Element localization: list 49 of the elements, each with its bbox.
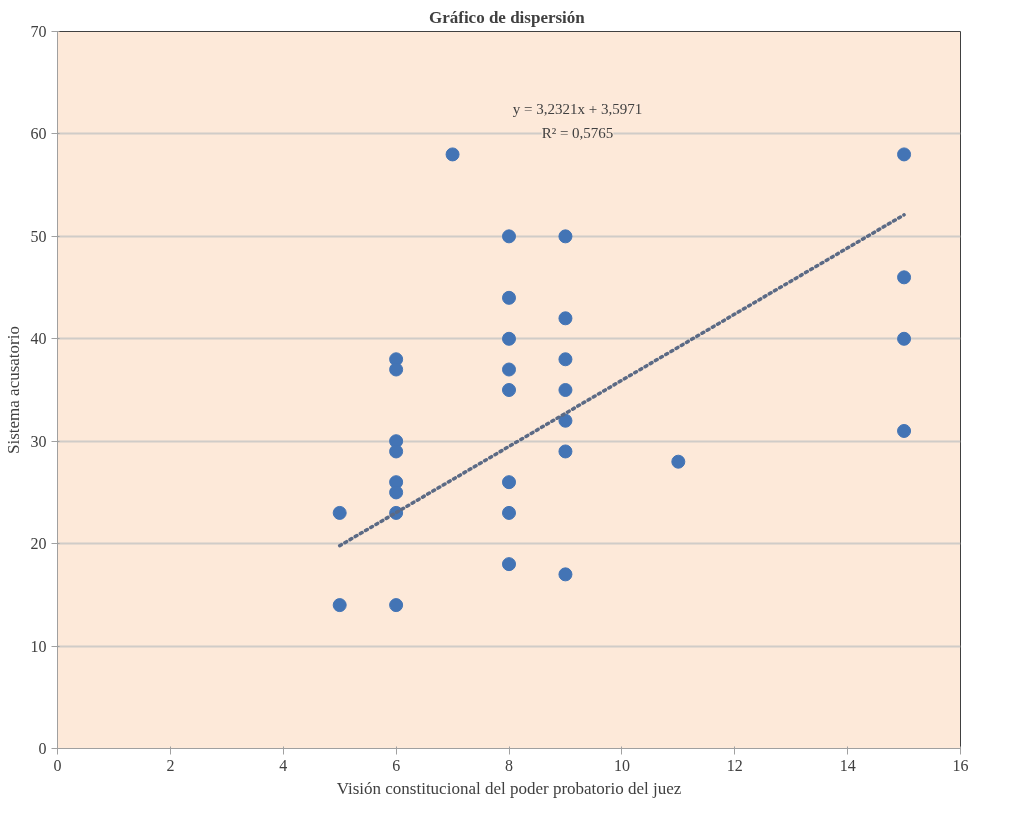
y-tick-label: 40 bbox=[30, 330, 47, 348]
point bbox=[897, 147, 912, 162]
y-tick-label: 50 bbox=[30, 227, 47, 245]
annotation: R² = 0,5765 bbox=[541, 124, 614, 141]
x-tick-label: 0 bbox=[53, 756, 62, 774]
point bbox=[502, 229, 516, 244]
y-tick-label: 20 bbox=[30, 535, 47, 553]
x-tick-label: 16 bbox=[952, 756, 969, 774]
point bbox=[389, 485, 404, 500]
point bbox=[445, 147, 460, 162]
y-tick-label: 70 bbox=[30, 23, 47, 40]
x-tick-label: 8 bbox=[505, 756, 513, 774]
point bbox=[389, 598, 404, 613]
y-tick-label: 60 bbox=[30, 125, 47, 143]
x-axis-title: Visión constitucional del poder probatorio del juez bbox=[336, 778, 682, 798]
point bbox=[897, 331, 912, 346]
point bbox=[332, 598, 347, 613]
point bbox=[558, 567, 573, 582]
x-tick-label: 2 bbox=[166, 756, 175, 774]
y-tick-label: 10 bbox=[30, 637, 47, 655]
x-tick-label: 14 bbox=[839, 756, 856, 774]
x-tick-label: 6 bbox=[392, 756, 401, 774]
point bbox=[332, 505, 347, 520]
point bbox=[558, 352, 573, 367]
point bbox=[502, 362, 516, 377]
y-axis-title: Sistema acusatorio bbox=[3, 326, 23, 454]
point bbox=[897, 270, 912, 285]
point bbox=[558, 383, 573, 397]
point bbox=[558, 413, 573, 428]
x-tick-label: 4 bbox=[279, 756, 288, 774]
annotation: y = 3,2321x + 3,5971 bbox=[512, 100, 643, 117]
y-tick-label: 0 bbox=[38, 740, 47, 757]
point bbox=[502, 557, 516, 572]
chart-title: Gráfico de dispersión bbox=[428, 7, 586, 27]
point bbox=[389, 362, 404, 377]
point bbox=[558, 444, 573, 459]
y-tick-label: 30 bbox=[30, 432, 47, 450]
point bbox=[558, 311, 573, 326]
point bbox=[389, 444, 404, 459]
point bbox=[897, 423, 912, 438]
point bbox=[502, 331, 516, 346]
point bbox=[502, 290, 516, 305]
x-tick-label: 10 bbox=[613, 756, 630, 774]
point bbox=[502, 475, 516, 490]
x-tick-label: 12 bbox=[726, 756, 743, 774]
point bbox=[502, 383, 516, 397]
point bbox=[558, 229, 573, 244]
point bbox=[502, 505, 516, 520]
point bbox=[671, 454, 686, 469]
